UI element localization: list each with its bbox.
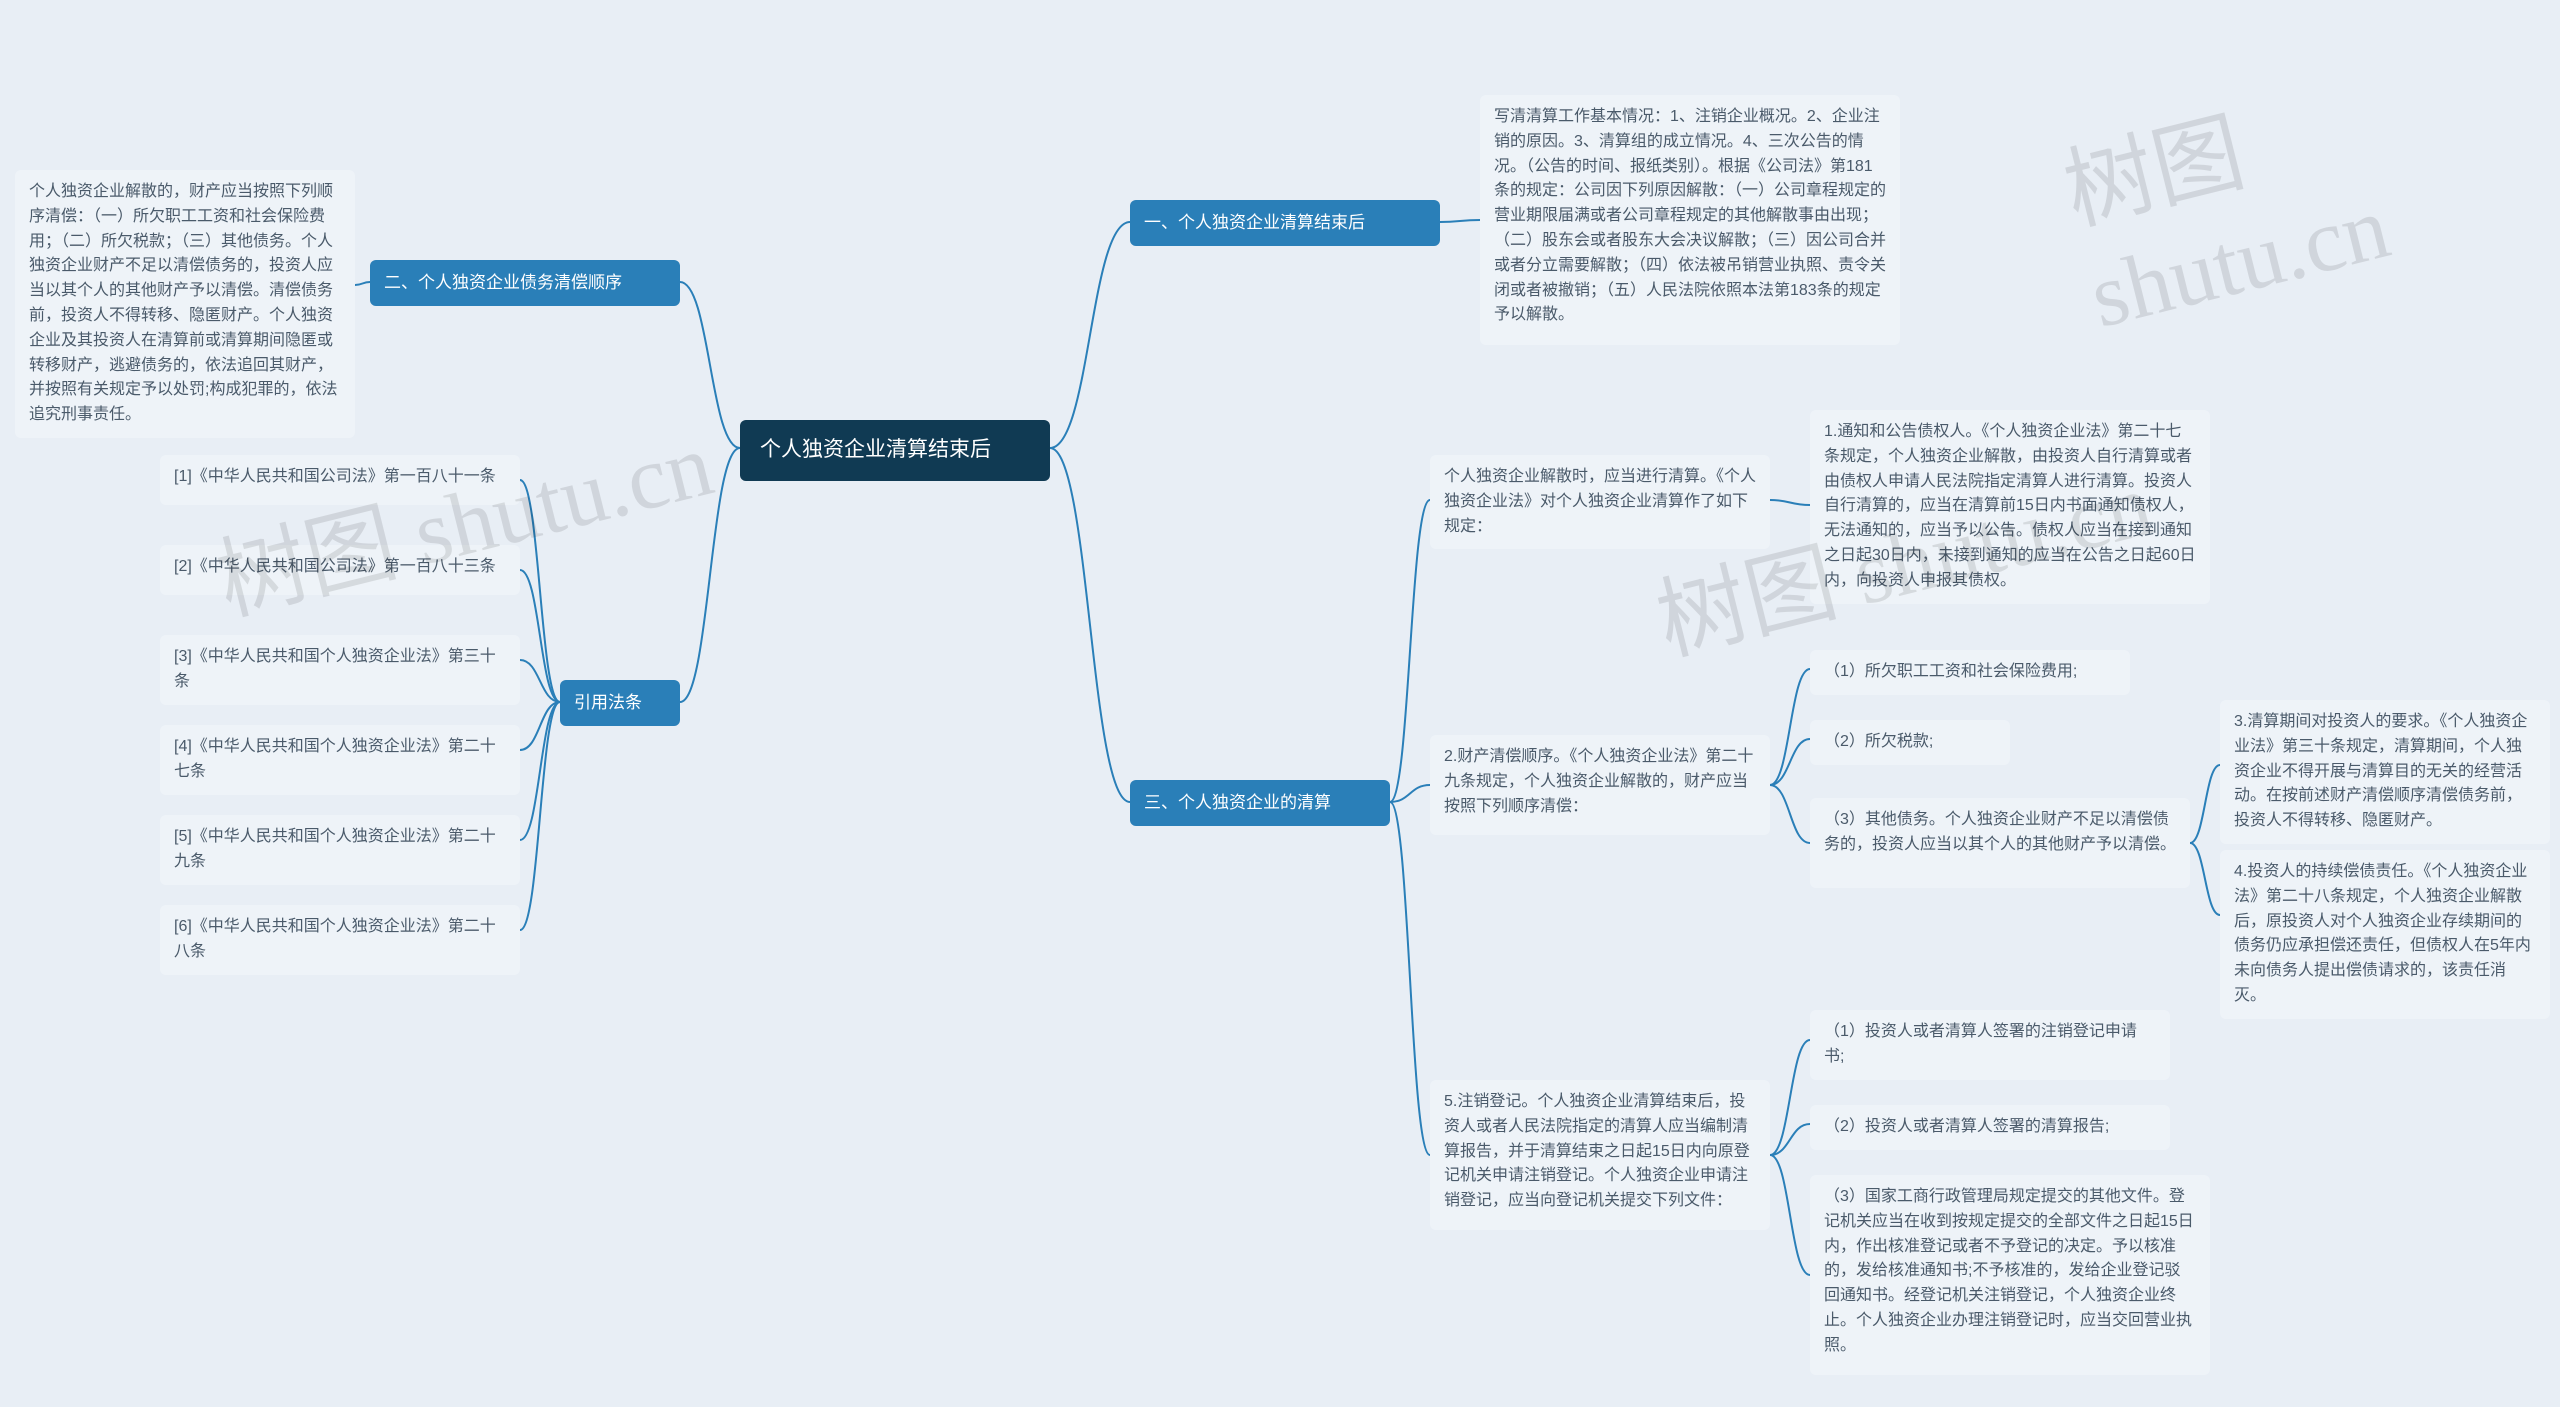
- node-b3c2[interactable]: （2）投资人或者清算人签署的清算报告;: [1810, 1105, 2170, 1150]
- link-b1-b1a: [1440, 220, 1480, 222]
- node-b4d[interactable]: [4]《中华人民共和国个人独资企业法》第二十七条: [160, 725, 520, 795]
- node-b4b[interactable]: [2]《中华人民共和国公司法》第一百八十三条: [160, 545, 520, 595]
- link-b3c-b3c3: [1770, 1155, 1810, 1275]
- link-b3b3-b3b3b: [2190, 843, 2220, 915]
- link-b3a-b3a1: [1770, 500, 1810, 505]
- node-b4[interactable]: 引用法条: [560, 680, 680, 726]
- node-b3b1[interactable]: （1）所欠职工工资和社会保险费用;: [1810, 650, 2130, 695]
- link-b3b3-b3b3a: [2190, 765, 2220, 843]
- link-b3-b3c: [1390, 802, 1430, 1155]
- link-b3-b3a: [1390, 500, 1430, 802]
- link-root-b3: [1050, 448, 1130, 802]
- link-b3b-b3b1: [1770, 669, 1810, 785]
- node-b3b[interactable]: 2.财产清偿顺序。《个人独资企业法》第二十九条规定，个人独资企业解散的，财产应当…: [1430, 735, 1770, 835]
- link-b4-b4f: [520, 702, 560, 930]
- link-b3b-b3b2: [1770, 739, 1810, 785]
- node-b1[interactable]: 一、个人独资企业清算结束后: [1130, 200, 1440, 246]
- node-b3c[interactable]: 5.注销登记。个人独资企业清算结束后，投资人或者人民法院指定的清算人应当编制清算…: [1430, 1080, 1770, 1230]
- node-b2[interactable]: 二、个人独资企业债务清偿顺序: [370, 260, 680, 306]
- link-b3b-b3b3: [1770, 785, 1810, 843]
- node-b4a[interactable]: [1]《中华人民共和国公司法》第一百八十一条: [160, 455, 520, 505]
- node-b3b3b[interactable]: 4.投资人的持续偿债责任。《个人独资企业法》第二十八条规定，个人独资企业解散后，…: [2220, 850, 2550, 1019]
- node-b3a[interactable]: 个人独资企业解散时，应当进行清算。《个人独资企业法》对个人独资企业清算作了如下规…: [1430, 455, 1770, 549]
- node-b2a[interactable]: 个人独资企业解散的，财产应当按照下列顺序清偿：（一）所欠职工工资和社会保险费用；…: [15, 170, 355, 438]
- link-root-b1: [1050, 222, 1130, 448]
- node-b3b3[interactable]: （3）其他债务。个人独资企业财产不足以清偿债务的，投资人应当以其个人的其他财产予…: [1810, 798, 2190, 888]
- node-b3b3a[interactable]: 3.清算期间对投资人的要求。《个人独资企业法》第三十条规定，清算期间，个人独资企…: [2220, 700, 2550, 844]
- mindmap-canvas: 个人独资企业清算结束后 一、个人独资企业清算结束后写清清算工作基本情况：1、注销企…: [0, 0, 2560, 1407]
- node-b4c[interactable]: [3]《中华人民共和国个人独资企业法》第三十条: [160, 635, 520, 705]
- node-b3a1[interactable]: 1.通知和公告债权人。《个人独资企业法》第二十七条规定，个人独资企业解散，由投资…: [1810, 410, 2210, 604]
- link-b2-b2a: [355, 282, 370, 285]
- node-b4e[interactable]: [5]《中华人民共和国个人独资企业法》第二十九条: [160, 815, 520, 885]
- node-b3c3[interactable]: （3）国家工商行政管理局规定提交的其他文件。登记机关应当在收到按规定提交的全部文…: [1810, 1175, 2210, 1375]
- node-b3c1[interactable]: （1）投资人或者清算人签署的注销登记申请书;: [1810, 1010, 2170, 1080]
- node-b3b2[interactable]: （2）所欠税款;: [1810, 720, 2010, 765]
- link-b4-b4a: [520, 480, 560, 702]
- node-root[interactable]: 个人独资企业清算结束后: [740, 420, 1050, 481]
- link-root-b2: [680, 282, 740, 448]
- node-b1a[interactable]: 写清清算工作基本情况：1、注销企业概况。2、企业注销的原因。3、清算组的成立情况…: [1480, 95, 1900, 345]
- node-b3[interactable]: 三、个人独资企业的清算: [1130, 780, 1390, 826]
- link-root-b4: [680, 448, 740, 702]
- node-b4f[interactable]: [6]《中华人民共和国个人独资企业法》第二十八条: [160, 905, 520, 975]
